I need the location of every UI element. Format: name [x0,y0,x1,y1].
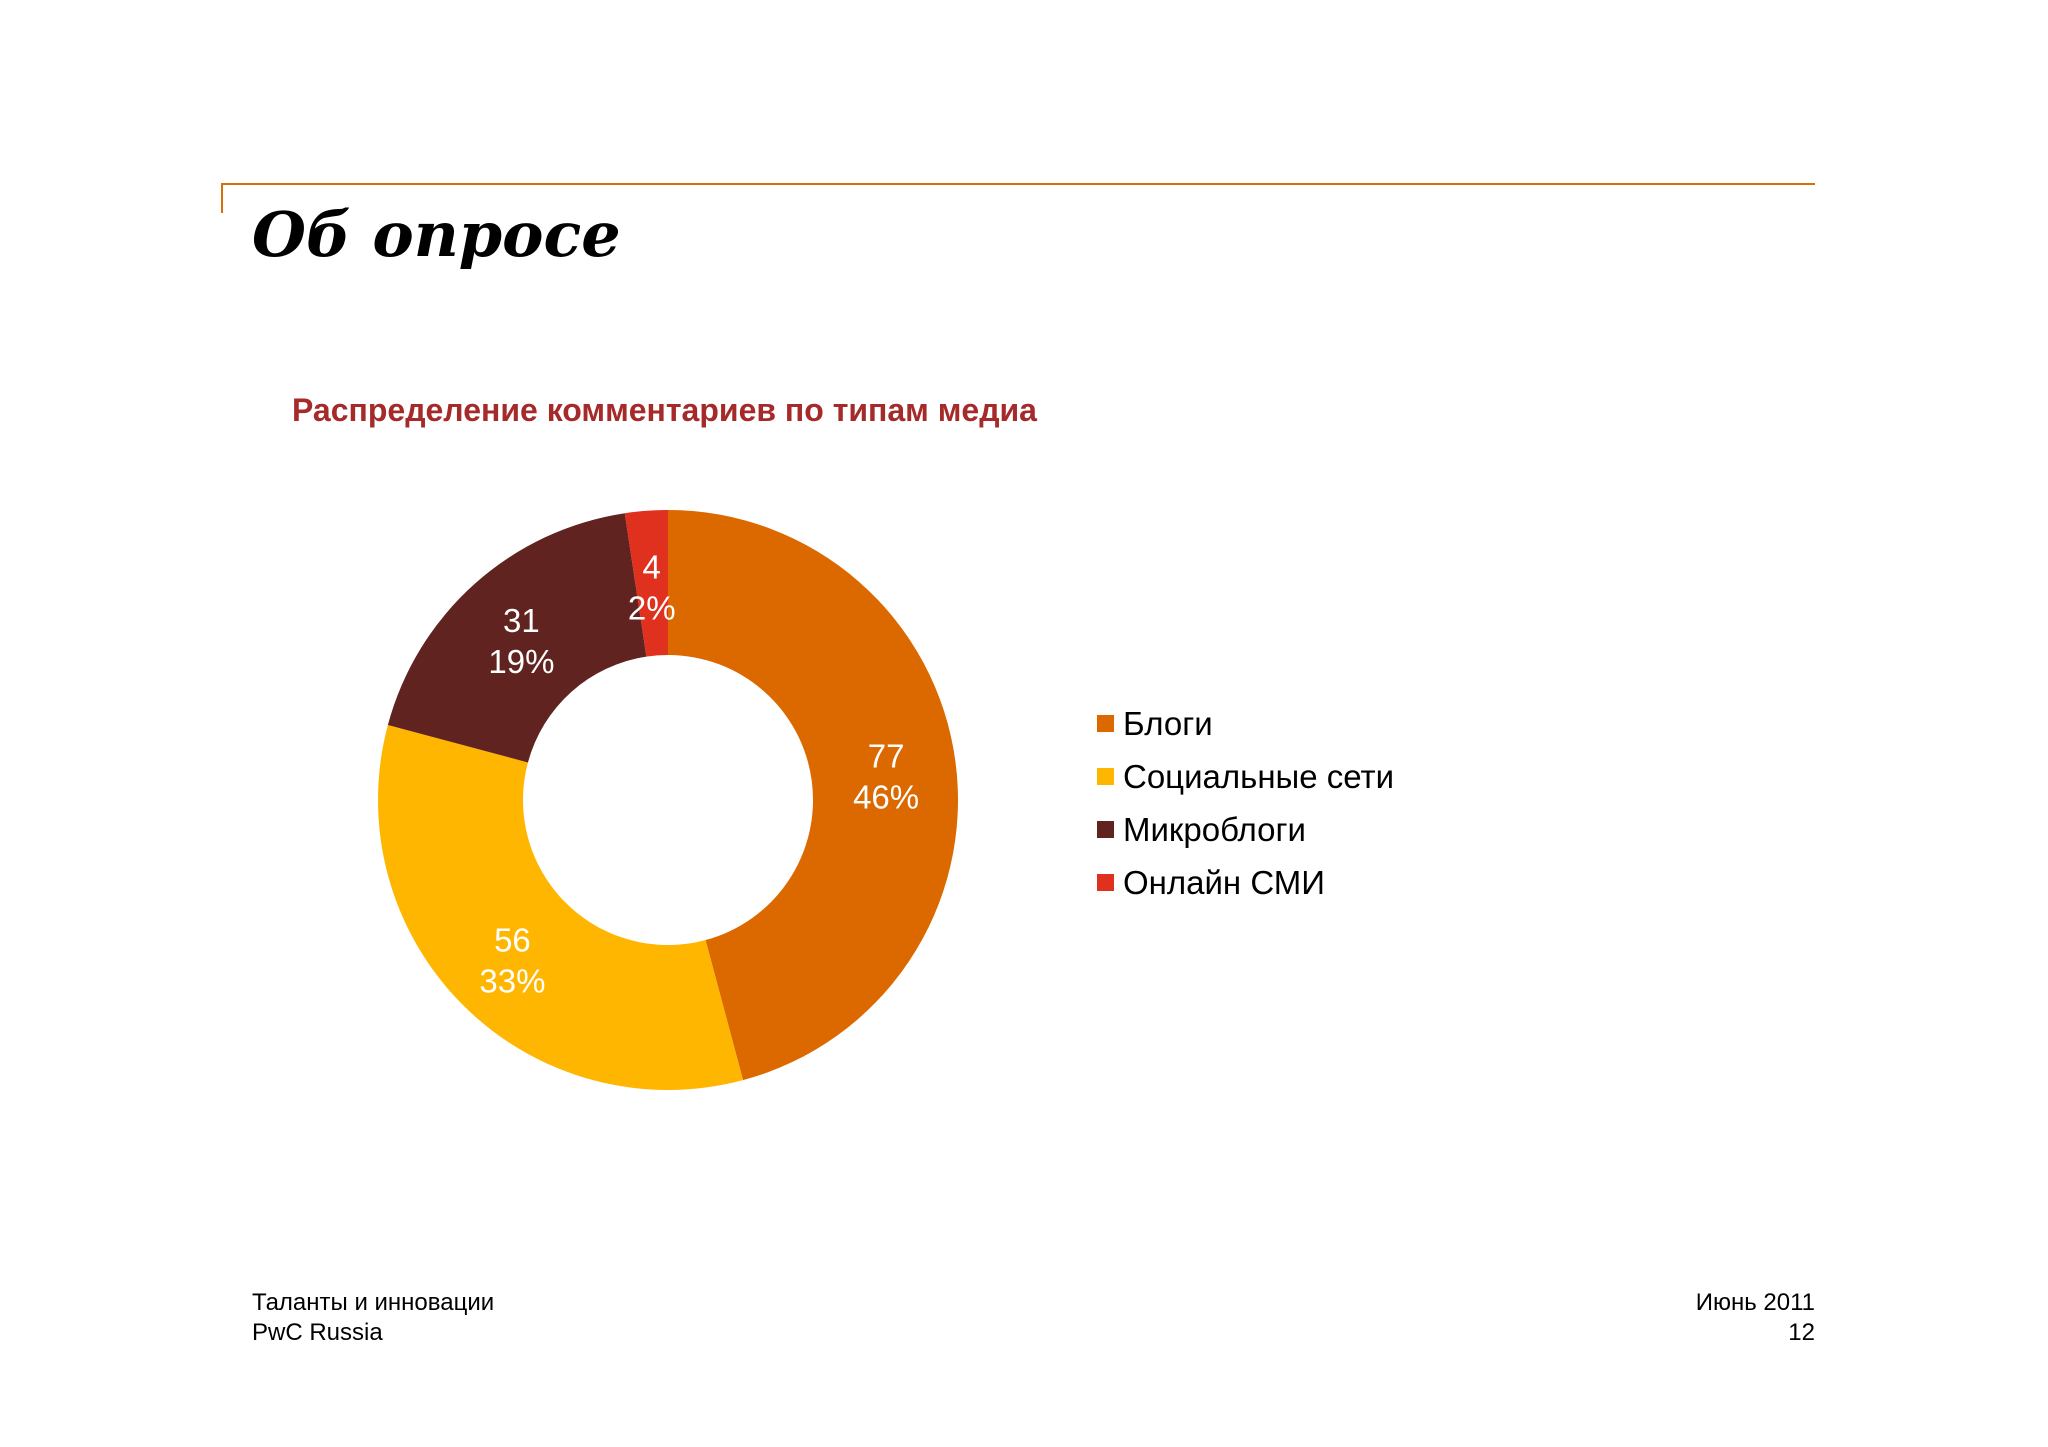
legend-label: Онлайн СМИ [1123,863,1325,901]
slice-0 [668,510,959,1081]
legend-label: Микроблоги [1123,810,1306,848]
chart-legend: Блоги Социальные сети Микроблоги Онлайн СМИ [1097,697,1394,909]
legend-swatch [1097,874,1114,891]
slice-value-label: 77 [868,737,905,774]
legend-label: Социальные сети [1123,757,1395,795]
slice-percent-label: 46% [853,778,919,815]
legend-label: Блоги [1123,704,1213,742]
footer-company: PwC Russia [252,1319,383,1346]
legend-item: Микроблоги [1097,803,1394,856]
slice-value-label: 31 [503,602,540,639]
legend-swatch [1097,768,1114,785]
slice-percent-label: 33% [479,963,545,1000]
footer-report-title: Таланты и инновации [252,1289,495,1316]
donut-labels: 77 46% 56 33% 31 19% 4 2% [479,549,919,1000]
slice-3 [624,510,668,657]
slice-value-label: 4 [643,549,661,586]
legend-swatch [1097,715,1114,732]
legend-item: Блоги [1097,697,1394,750]
legend-swatch [1097,821,1114,838]
slice-2 [387,513,647,763]
top-rule [221,183,1815,185]
legend-item: Онлайн СМИ [1097,856,1394,909]
footer-left: Таланты и инновации PwC Russia [252,1288,494,1348]
slide-title: Об опросе [252,198,621,271]
footer-date: Июнь 2011 [1695,1289,1815,1316]
legend-item: Социальные сети [1097,750,1394,803]
slice-percent-label: 2% [628,590,676,627]
donut-slices [377,510,959,1090]
chart-title: Распределение комментариев по типам меди… [292,392,1037,428]
page-number: 12 [1788,1319,1815,1346]
footer-right: Июнь 2011 12 [1696,1288,1815,1348]
slice-percent-label: 19% [488,643,554,680]
slice-1 [377,724,744,1090]
top-rule-tick [221,183,223,213]
slice-value-label: 56 [494,922,531,959]
